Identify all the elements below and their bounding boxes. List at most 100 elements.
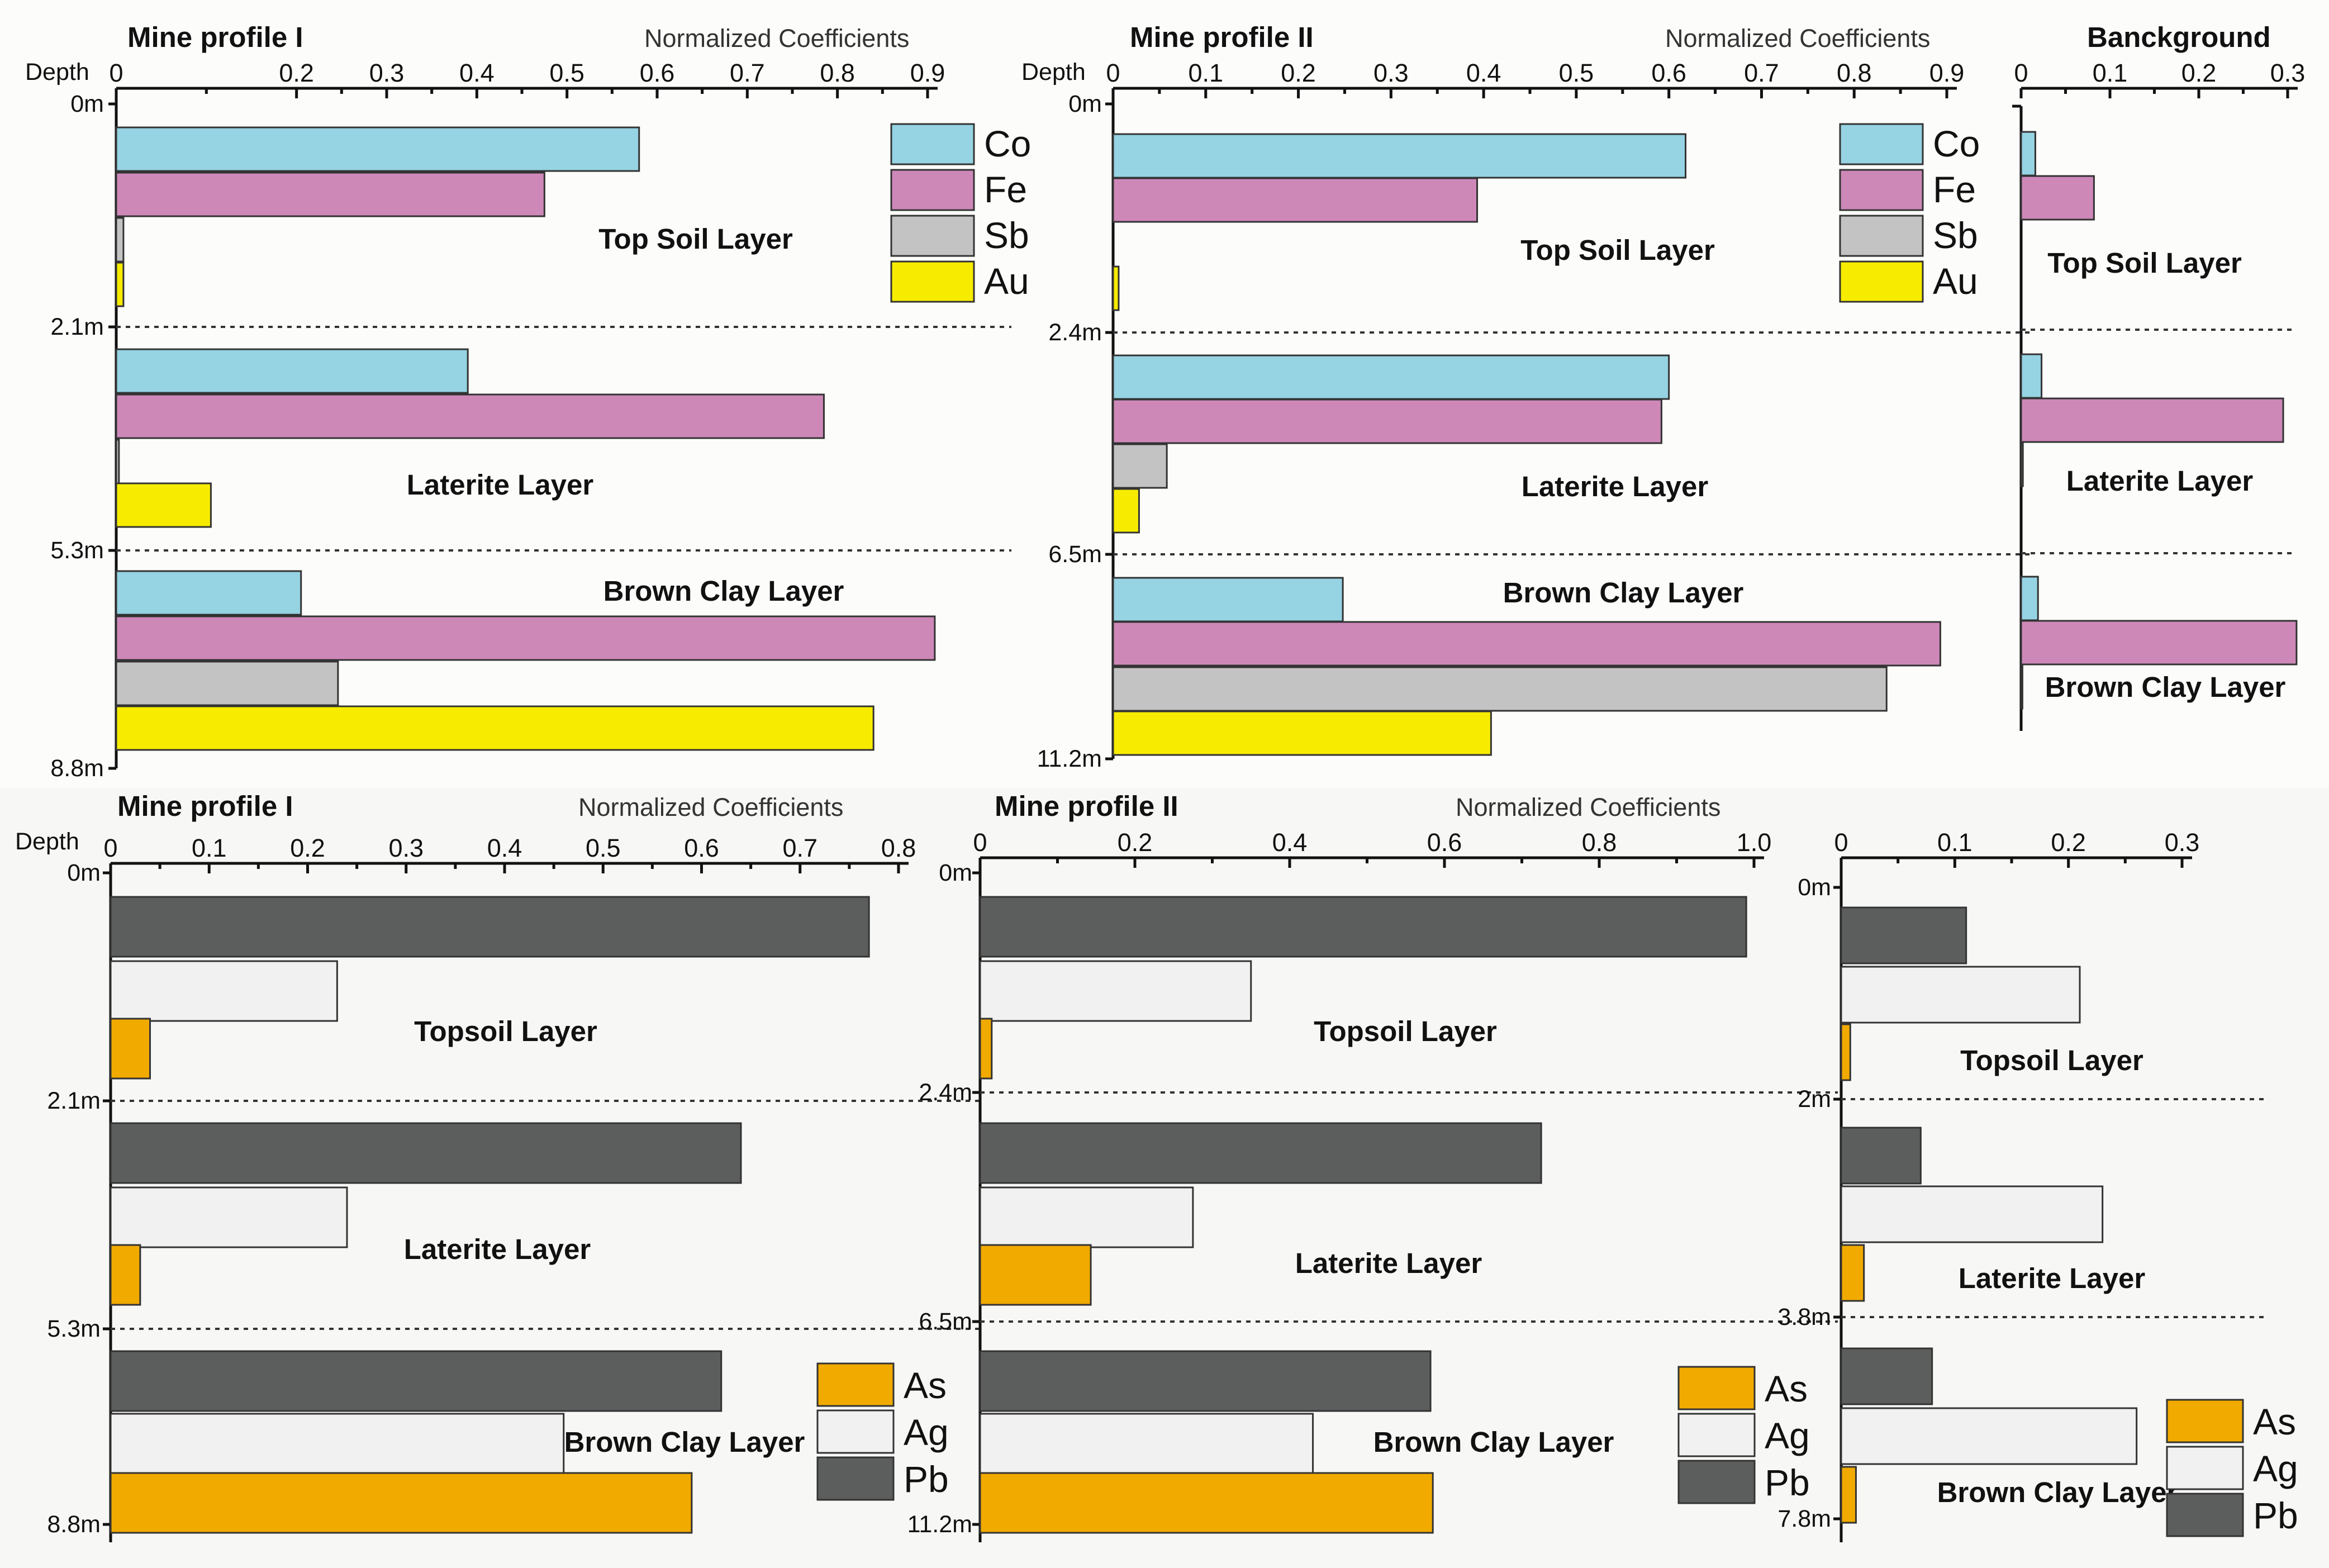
bar-sb [115,439,120,484]
legend-swatch-pb [1677,1460,1756,1504]
chart-panel: Mine profile II Normalized Coefficients 0 0… [907,790,1838,1542]
bar-pb [1840,1347,1933,1405]
legend-label-pb: Pb [1765,1462,1810,1503]
bar-fe [2020,397,2284,443]
legend-label-au: Au [1933,260,1978,302]
x-tick-label: 0.6 [1651,59,1686,87]
x-tick-label: 0.6 [684,834,719,862]
bar-au [115,482,212,528]
legend-label-ag: Ag [2253,1448,2298,1489]
chart-title: Banckground [2087,21,2271,53]
x-tick-label: 0 [2014,59,2028,87]
depth-label: 2.1m [50,313,104,340]
x-tick-label: 0.3 [388,834,424,862]
layer-label: Laterite Layer [1295,1247,1482,1279]
chart-panel: Mine profile II Normalized Coefficients De… [1021,21,2031,772]
x-tick-label: 0.1 [192,834,227,862]
legend-label-as: As [904,1365,947,1406]
legend-label-sb: Sb [984,215,1029,256]
bar-ag [110,960,338,1022]
x-tick-label: 0 [1106,59,1120,87]
x-tick-label: 0 [109,59,123,87]
x-tick-label: 0.1 [1937,828,1972,857]
legend-swatch-sb [1839,215,1924,257]
bar-as [110,1472,693,1534]
layer-label: Laterite Layer [1522,471,1709,502]
y-axis-title: Depth [15,828,79,855]
bar-fe [2020,175,2095,221]
bar-fe [1112,621,1941,667]
chart-title: Mine profile I [127,21,303,53]
legend-label-ag: Ag [904,1412,949,1453]
chart-title: Mine profile II [995,790,1178,822]
x-tick-label: 0 [103,834,117,862]
chart-panel: Mine profile I Normalized Coefficients Dep… [25,21,1031,782]
depth-label: 5.3m [50,537,104,564]
bar-pb [1840,906,1967,964]
depth-label: 7.8m [1777,1505,1831,1532]
bar-as [1840,1466,1857,1524]
layer-label: Topsoil Layer [414,1015,597,1047]
bar-pb [979,1350,1432,1412]
bar-sb [2020,441,2024,487]
legend-label-co: Co [1933,123,1980,164]
depth-label: 11.2m [1037,745,1102,772]
bar-sb [115,217,125,263]
x-tick-label: 0 [973,828,987,857]
x-tick-label: 0.5 [549,59,584,87]
x-tick-label: 0.3 [369,59,405,87]
layer-label: Top Soil Layer [2047,247,2242,279]
bar-ag [979,960,1252,1022]
layer-label: Laterite Layer [404,1233,591,1265]
depth-label: 11.2m [907,1511,972,1538]
layer-label: Topsoil Layer [1314,1015,1497,1047]
x-tick-label: 0.2 [1281,59,1316,87]
bar-fe [1112,177,1479,223]
x-tick-label: 0.2 [2181,59,2217,87]
chart-title: Mine profile II [1130,21,1314,53]
legend-swatch-as [1677,1366,1756,1410]
depth-label: 0m [1798,874,1831,901]
x-tick-label: 0.4 [1466,59,1501,87]
legend-swatch-as [816,1362,895,1407]
bar-ag [979,1413,1314,1475]
chart-panel: Banckground 0 0.1 0.2 0.3 Top Soil Layer Later… [2012,21,2305,731]
legend-label-au: Au [984,260,1029,302]
bar-fe [2020,620,2298,666]
layer-label: Top Soil Layer [1520,234,1715,266]
depth-label: 6.5m [1048,541,1102,568]
bar-as [979,1472,1434,1534]
bar-ag [1840,1407,2138,1465]
bar-sb [1112,666,1888,712]
bar-au [1112,488,1140,534]
legend-swatch-sb [890,215,975,257]
x-axis-title: Normalized Coefficients [1665,24,1930,53]
y-axis-title: Depth [25,59,89,85]
bar-co [1112,133,1687,179]
x-tick-label: 0.6 [1427,828,1462,857]
legend-label-fe: Fe [984,169,1027,210]
legend-swatch-co [890,123,975,165]
bar-ag [1840,1185,2104,1243]
x-tick-label: 0 [1834,828,1848,857]
legend-swatch-co [1839,123,1924,165]
legend-label-pb: Pb [904,1458,949,1500]
x-tick-label: 0.1 [1188,59,1223,87]
depth-label: 8.8m [47,1511,101,1538]
bar-as [110,1018,151,1080]
depth-label: 2.1m [47,1087,101,1114]
x-tick-label: 0.5 [1559,59,1594,87]
x-tick-label: 0.9 [1929,59,1965,87]
depth-label: 0m [70,91,104,117]
x-tick-label: 0.8 [1582,828,1617,857]
legend-swatch-au [890,260,975,303]
bar-pb [110,1350,723,1412]
bar-pb [110,1122,742,1184]
depth-label: 2.4m [1048,319,1102,346]
x-axis-title: Normalized Coefficients [1456,793,1720,821]
bar-ag [979,1186,1194,1248]
bar-au [115,262,125,307]
legend-swatch-pb [2166,1493,2244,1537]
depth-label: 0m [67,859,101,886]
bar-co [2020,576,2039,621]
